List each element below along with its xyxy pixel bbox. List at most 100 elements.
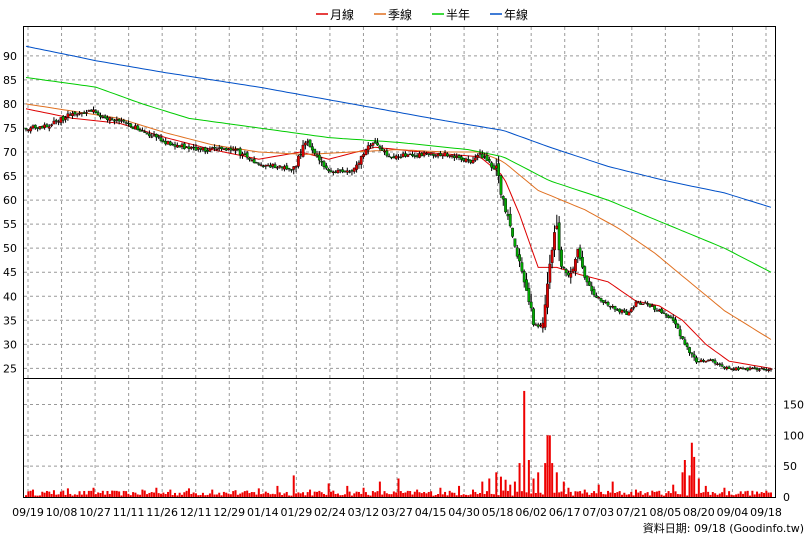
volume-bar — [76, 494, 79, 497]
candle-body — [769, 368, 773, 370]
volume-bar — [94, 494, 97, 497]
candle-body — [343, 171, 347, 173]
price-tick-label: 65 — [3, 170, 17, 183]
candle-body — [462, 158, 466, 161]
volume-bar — [215, 494, 218, 497]
volume-bar — [399, 491, 402, 497]
volume-bar — [520, 491, 523, 497]
candle-body — [71, 113, 74, 117]
volume-bar — [679, 494, 682, 497]
volume-bar — [548, 435, 551, 497]
candle-body — [213, 146, 216, 149]
candle-body — [518, 254, 521, 262]
volume-bar — [378, 481, 381, 497]
candle-body — [622, 309, 626, 312]
volume-bar — [646, 492, 649, 497]
date-tick-label: 12/11 — [180, 506, 212, 519]
volume-bar — [269, 494, 272, 497]
volume-bar — [632, 495, 635, 497]
volume-bar — [707, 491, 710, 497]
volume-bar — [704, 485, 707, 497]
candle-body — [359, 156, 363, 165]
volume-bar — [509, 484, 512, 497]
candle-body — [429, 152, 433, 155]
volume-bar — [469, 494, 472, 497]
candle-body — [671, 317, 675, 321]
volume-bar — [439, 487, 442, 497]
candle-body — [24, 128, 28, 130]
volume-bar — [113, 490, 116, 497]
candle-body — [490, 162, 494, 168]
volume-y-axis: 0 50 100 150 — [783, 399, 804, 505]
candle-body — [143, 131, 147, 133]
volume-bar — [437, 494, 440, 497]
volume-bar — [446, 495, 449, 497]
candle-body — [331, 171, 335, 174]
volume-bar — [253, 492, 256, 497]
candle-body — [371, 143, 375, 146]
candle-body — [527, 288, 531, 303]
candle-body — [434, 155, 438, 157]
candle-body — [110, 118, 114, 120]
candle-body — [378, 145, 382, 149]
candle-body — [664, 313, 668, 316]
volume-bar — [87, 490, 90, 497]
volume-bar — [364, 492, 367, 497]
volume-bar — [444, 491, 447, 497]
candle-body — [201, 147, 205, 151]
date-tick-label: 05/18 — [482, 506, 514, 519]
volume-bar — [236, 494, 239, 497]
volume-bar — [730, 494, 733, 497]
volume-bar — [709, 494, 712, 497]
candle-body — [576, 249, 580, 258]
volume-bar — [101, 490, 104, 497]
volume-bar — [129, 495, 132, 497]
volume-bar — [160, 493, 163, 497]
footer-source-label: 資料日期: 09/18 (Goodinfo.tw) — [643, 521, 804, 535]
candle-body — [129, 123, 133, 127]
volume-bar — [390, 494, 393, 497]
candle-body — [650, 305, 654, 307]
volume-bar — [234, 490, 237, 497]
volume-bar — [55, 494, 58, 497]
candle-body — [583, 266, 587, 278]
candle-body — [250, 160, 254, 162]
volume-bar — [693, 456, 696, 497]
candle-body — [459, 156, 463, 160]
candle-body — [138, 129, 142, 132]
candle-body — [730, 368, 733, 370]
candle-body — [217, 147, 221, 149]
volume-bar — [311, 495, 314, 497]
candle-body — [45, 124, 49, 128]
volume-bar — [211, 489, 214, 497]
volume-bar — [430, 491, 433, 497]
candle-body — [427, 153, 431, 155]
volume-bar — [676, 494, 679, 497]
volume-bar — [416, 489, 419, 497]
volume-bar — [525, 492, 528, 497]
candle-body — [26, 129, 30, 131]
volume-bar — [749, 495, 752, 497]
ma-line-3 — [25, 77, 772, 273]
candle-body — [743, 368, 747, 370]
volume-bar — [560, 491, 563, 497]
candle-body — [755, 368, 759, 371]
candle-body — [283, 166, 286, 170]
volume-bar — [504, 479, 507, 497]
volume-bar — [758, 493, 761, 497]
candle-body — [408, 153, 412, 156]
candle-body — [553, 232, 556, 251]
volume-bar — [530, 493, 533, 497]
candle-body — [581, 256, 584, 268]
candle-body — [80, 112, 84, 114]
candle-body — [194, 146, 198, 151]
volume-bar — [653, 491, 656, 497]
volume-bar — [558, 492, 561, 497]
volume-bar — [41, 491, 44, 497]
volume-bar — [31, 489, 34, 497]
volume-bar — [201, 492, 204, 497]
volume-bar — [644, 493, 647, 497]
candle-body — [404, 153, 407, 157]
candle-body — [753, 367, 757, 369]
date-tick-label: 11/11 — [113, 506, 145, 519]
